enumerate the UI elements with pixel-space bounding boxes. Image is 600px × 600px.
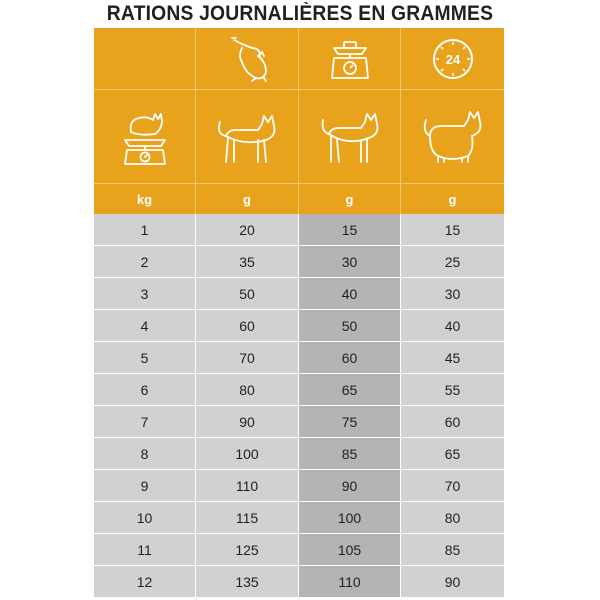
table-cell: 60: [196, 310, 299, 342]
unit-g: g: [196, 184, 299, 214]
table-cell: 4: [94, 310, 196, 342]
kitchen-scale-icon: [324, 34, 376, 84]
table-cell: 80: [196, 374, 299, 406]
header-cat2-cell: [299, 90, 401, 184]
table-cell: 70: [196, 342, 299, 374]
table-cell: 7: [94, 406, 196, 438]
cat-standing-icon: [317, 106, 383, 168]
table-cell: 50: [196, 278, 299, 310]
table-cell: 40: [299, 278, 401, 310]
header-clock-cell: 24: [401, 28, 504, 90]
table-cell: 90: [196, 406, 299, 438]
table-cell: 80: [401, 502, 504, 534]
table-cell: 115: [196, 502, 299, 534]
table-cell: 10: [94, 502, 196, 534]
table-cell: 105: [299, 534, 401, 566]
table-cell: 11: [94, 534, 196, 566]
unit-g: g: [299, 184, 401, 214]
table-cell: 8: [94, 438, 196, 470]
table-cell: 135: [196, 566, 299, 598]
table-cell: 35: [196, 246, 299, 278]
table-cell: 60: [401, 406, 504, 438]
table-cell: 2: [94, 246, 196, 278]
header-scale-cell: [299, 28, 401, 90]
header-empty-cell: [94, 28, 196, 90]
table-cell: 65: [401, 438, 504, 470]
cat-sitting-icon: [420, 106, 486, 168]
table-cell: 125: [196, 534, 299, 566]
header-weigh-cell: [94, 90, 196, 184]
table-cell: 3: [94, 278, 196, 310]
table-cell: 85: [401, 534, 504, 566]
table-cell: 45: [401, 342, 504, 374]
page-title: RATIONS JOURNALIÈRES EN GRAMMES: [106, 2, 494, 25]
header-cat3-cell: [401, 90, 504, 184]
cat-weighing-scale-icon: [117, 106, 173, 168]
clock-24h-icon: 24: [429, 35, 477, 83]
table-cell: 50: [299, 310, 401, 342]
clock-label: 24: [445, 52, 460, 67]
table-cell: 15: [401, 214, 504, 246]
table-cell: 100: [196, 438, 299, 470]
table-cell: 75: [299, 406, 401, 438]
table-cell: 5: [94, 342, 196, 374]
table-cell: 100: [299, 502, 401, 534]
cat-walking-icon: [214, 106, 280, 168]
table-cell: 60: [299, 342, 401, 374]
table-cell: 90: [299, 470, 401, 502]
unit-g: g: [401, 184, 504, 214]
header-stretch-cell: [196, 28, 299, 90]
table-cell: 9: [94, 470, 196, 502]
table-cell: 15: [299, 214, 401, 246]
table-cell: 85: [299, 438, 401, 470]
header-cat1-cell: [196, 90, 299, 184]
cat-stretching-icon: [222, 34, 272, 84]
table-cell: 25: [401, 246, 504, 278]
table-cell: 6: [94, 374, 196, 406]
table-cell: 110: [299, 566, 401, 598]
table-cell: 90: [401, 566, 504, 598]
table-cell: 12: [94, 566, 196, 598]
table-cell: 55: [401, 374, 504, 406]
table-cell: 30: [401, 278, 504, 310]
unit-kg: kg: [94, 184, 196, 214]
table-cell: 1: [94, 214, 196, 246]
table-cell: 20: [196, 214, 299, 246]
table-cell: 110: [196, 470, 299, 502]
table-cell: 30: [299, 246, 401, 278]
table-cell: 40: [401, 310, 504, 342]
table-cell: 70: [401, 470, 504, 502]
rations-table: 24: [94, 28, 504, 598]
table-cell: 65: [299, 374, 401, 406]
